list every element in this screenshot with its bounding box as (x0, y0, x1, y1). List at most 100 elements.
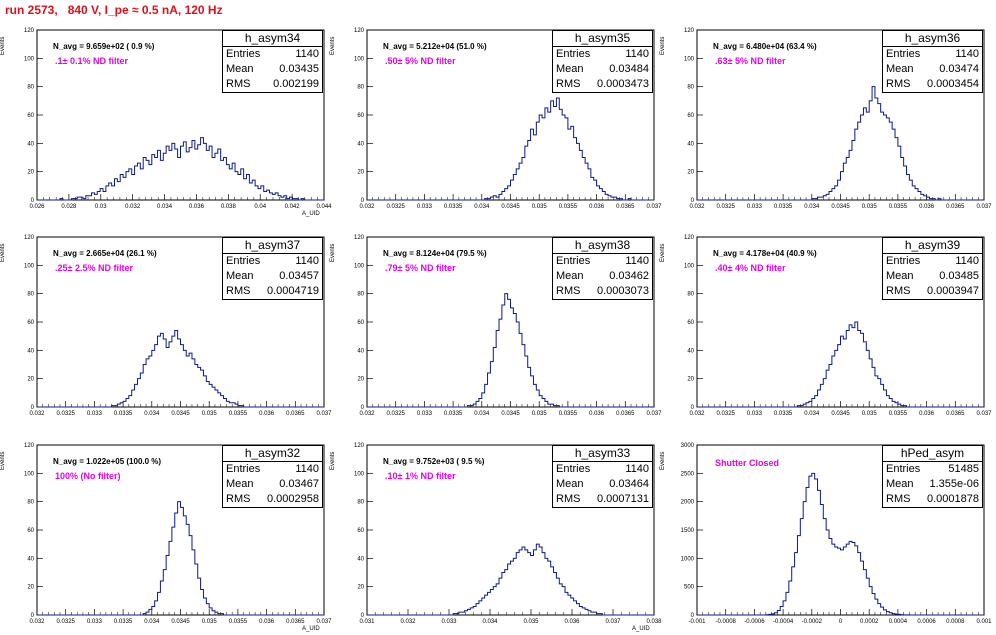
y-tick-label: 60 (357, 528, 364, 534)
histogram-name: h_asym34 (223, 31, 322, 47)
x-tick-label: 0.0335 (774, 411, 793, 417)
y-tick-label: 1000 (681, 556, 695, 562)
histogram-name: h_asym37 (223, 238, 322, 254)
y-tick-label: 60 (27, 320, 34, 326)
histogram-series (367, 543, 654, 616)
stats-box: h_asym39 Entries 1140 Mean 0.03485 RMS 0.00039… (882, 237, 983, 300)
y-tick-label: 100 (24, 263, 35, 269)
y-tick-label: 80 (27, 85, 34, 91)
stats-value: 1140 (625, 255, 649, 267)
y-tick-label: 80 (687, 85, 694, 91)
y-tick-label: 120 (24, 235, 35, 241)
histogram-name: hPed_asym (883, 446, 982, 462)
x-tick-label: 0.036 (259, 411, 275, 417)
histogram-plot: 0 20 40 60 80 100 120 0.032 0.0325 0.033 0.0335 0.0… (24, 235, 332, 417)
stats-key: RMS (886, 493, 911, 505)
navg-label: N_avg = 1.022e+05 (100.0 %) (53, 457, 162, 466)
x-tick-label: 0.0345 (171, 619, 190, 625)
stats-row-rms: RMS 0.0003073 (553, 284, 652, 299)
x-tick-label: 0.0002 (860, 619, 879, 625)
y-tick-label: 100 (684, 56, 695, 62)
x-tick-label: -0.0006 (744, 619, 765, 625)
y-axis-label: Events (330, 243, 336, 262)
histogram-series (37, 330, 324, 408)
stats-value: 0.03484 (609, 63, 649, 75)
y-tick-label: 0 (361, 198, 365, 204)
x-tick-label: 0.033 (747, 204, 763, 210)
x-tick-label: 0.042 (285, 204, 301, 210)
histogram-plot: 0 20 40 60 80 100 120 0.032 0.0325 0.033 0.0335 0.0… (354, 28, 662, 210)
stats-row-entries: Entries 1140 (223, 462, 322, 477)
stats-box: h_asym33 Entries 1140 Mean 0.03464 RMS 0.00071… (552, 445, 653, 508)
y-tick-label: 60 (27, 113, 34, 119)
histogram-name: h_asym38 (553, 238, 652, 254)
x-tick-label: 0.035 (202, 619, 218, 625)
x-axis-label: A_UID (632, 626, 650, 632)
stats-value: 0.0003073 (597, 285, 649, 297)
stats-row-rms: RMS 0.0002958 (223, 492, 322, 507)
x-tick-label: 0.038 (221, 204, 237, 210)
y-tick-label: 0 (691, 405, 695, 411)
stats-row-rms: RMS 0.0001878 (883, 492, 982, 507)
stats-value: 1140 (955, 255, 979, 267)
x-tick-label: 0.0006 (917, 619, 936, 625)
stats-value: 0.03467 (279, 478, 319, 490)
stats-row-mean: Mean 0.03435 (223, 62, 322, 77)
x-tick-label: 0.0345 (501, 204, 520, 210)
x-tick-label: 0.035 (862, 411, 878, 417)
stats-box: h_asym37 Entries 1140 Mean 0.03457 RMS 0.00047… (222, 237, 323, 300)
y-tick-label: 0 (31, 198, 35, 204)
stats-key: RMS (886, 78, 911, 90)
y-tick-label: 1500 (681, 528, 695, 534)
x-tick-label: -0.0004 (773, 619, 794, 625)
stats-value: 0.0004719 (267, 285, 319, 297)
x-tick-label: 0.0355 (559, 411, 578, 417)
y-tick-label: 80 (357, 500, 364, 506)
stats-row-entries: Entries 51485 (883, 462, 982, 477)
x-tick-label: 0.034 (144, 411, 160, 417)
stats-value: 0.002199 (273, 78, 319, 90)
y-tick-label: 0 (31, 613, 35, 619)
stats-row-rms: RMS 0.0003947 (883, 284, 982, 299)
x-tick-label: 0.0365 (286, 411, 305, 417)
y-tick-label: 20 (687, 377, 694, 383)
x-tick-label: 0.032 (359, 204, 375, 210)
x-tick-label: 0.0008 (946, 619, 965, 625)
stats-row-rms: RMS 0.0004719 (223, 284, 322, 299)
stats-box: h_asym38 Entries 1140 Mean 0.03462 RMS 0.00030… (552, 237, 653, 300)
x-tick-label: 0.035 (532, 411, 548, 417)
y-tick-label: 80 (27, 500, 34, 506)
y-tick-label: 80 (687, 292, 694, 298)
stats-key: RMS (556, 493, 581, 505)
histogram-series (37, 137, 324, 201)
stats-box: hPed_asym Entries 51485 Mean 1.355e-06 RMS 0.0… (882, 445, 983, 508)
x-tick-label: 0.0365 (946, 411, 965, 417)
x-tick-label: 0.0355 (559, 204, 578, 210)
stats-row-entries: Entries 1140 (553, 47, 652, 62)
y-tick-label: 3000 (681, 443, 695, 449)
y-tick-label: 80 (27, 292, 34, 298)
histogram-panel-h_asym35: 0 20 40 60 80 100 120 0.032 0.0325 0.033 0.0335 0.0… (330, 15, 662, 220)
histogram-panel-h_asym37: 0 20 40 60 80 100 120 0.032 0.0325 0.033 0.0335 0.0… (0, 222, 332, 427)
stats-value: 1140 (295, 255, 319, 267)
stats-key: Mean (226, 63, 254, 75)
stats-key: Entries (556, 463, 591, 475)
stats-row-mean: Mean 0.03464 (553, 477, 652, 492)
y-tick-label: 60 (27, 528, 34, 534)
histogram-series (367, 97, 654, 201)
y-tick-label: 120 (684, 28, 695, 34)
y-tick-label: 120 (354, 443, 365, 449)
x-tick-label: 0.034 (482, 619, 498, 625)
stats-key: RMS (556, 285, 581, 297)
navg-label: N_avg = 6.480e+04 (63.4 %) (713, 42, 817, 51)
stats-value: 0.03457 (279, 270, 319, 282)
stats-row-mean: Mean 0.03467 (223, 477, 322, 492)
x-tick-label: 0.035 (523, 619, 539, 625)
x-tick-label: 0.028 (61, 204, 77, 210)
stats-key: Mean (226, 270, 254, 282)
stats-row-mean: Mean 0.03485 (883, 269, 982, 284)
x-tick-label: 0.0335 (444, 204, 463, 210)
x-tick-label: 0.035 (532, 204, 548, 210)
x-tick-label: 0.035 (202, 411, 218, 417)
y-tick-label: 60 (687, 113, 694, 119)
